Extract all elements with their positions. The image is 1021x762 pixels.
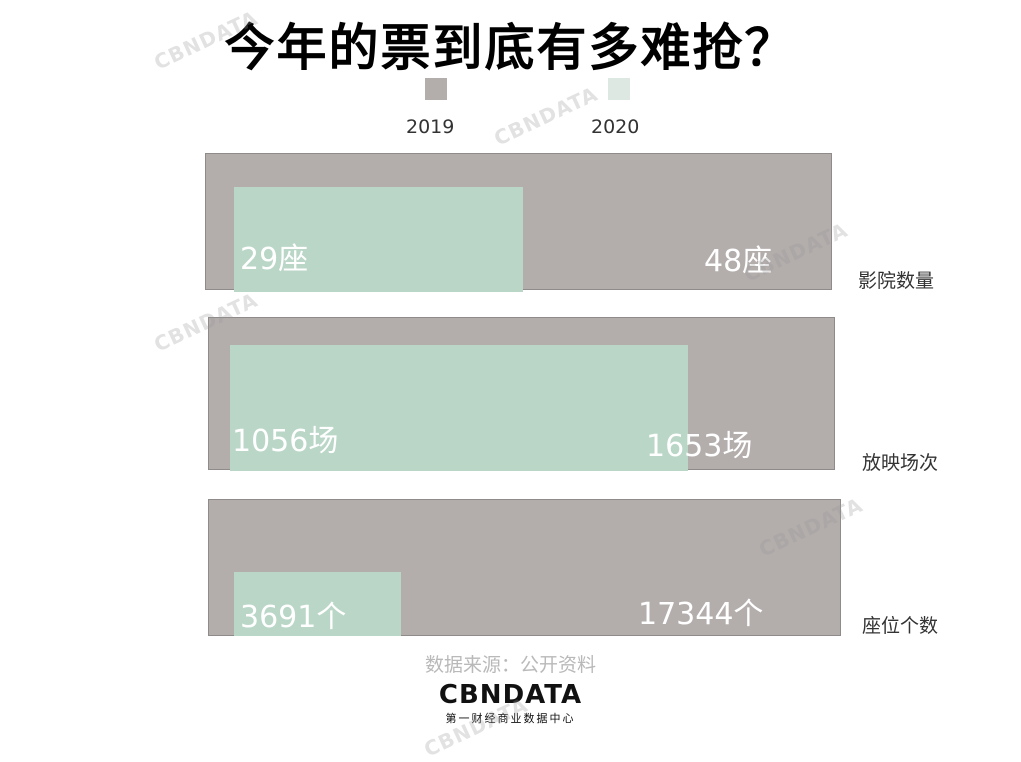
category-label-seats: 座位个数 (862, 615, 939, 637)
bar-2020-cinemas (234, 187, 523, 292)
data-label-2019-seats: 17344个 (638, 597, 764, 632)
category-label-cinemas: 影院数量 (858, 270, 935, 292)
data-label-2020-screenings: 1056场 (232, 424, 339, 459)
bar-2019-seats (208, 499, 841, 636)
category-label-screenings: 放映场次 (862, 452, 939, 474)
data-label-2019-cinemas: 48座 (704, 244, 773, 279)
bar-2020-screenings (230, 345, 688, 471)
brand-logo: CBNDATA (438, 680, 583, 710)
legend-label-2019: 2019 (406, 116, 455, 138)
legend-label-2020: 2020 (591, 116, 640, 138)
legend-swatch-2020 (608, 78, 630, 100)
source-note: 数据来源：公开资料 (424, 654, 596, 676)
brand-logo-subtitle: 第一财经商业数据中心 (445, 712, 576, 725)
legend-swatch-2019 (425, 78, 447, 100)
bar-2020-seats (234, 572, 401, 636)
data-label-2020-seats: 3691个 (240, 600, 347, 635)
chart-title: 今年的票到底有多难抢？ (224, 19, 797, 77)
data-label-2019-screenings: 1653场 (646, 429, 753, 464)
data-label-2020-cinemas: 29座 (240, 242, 309, 277)
watermark: CBNDATA (490, 81, 602, 151)
